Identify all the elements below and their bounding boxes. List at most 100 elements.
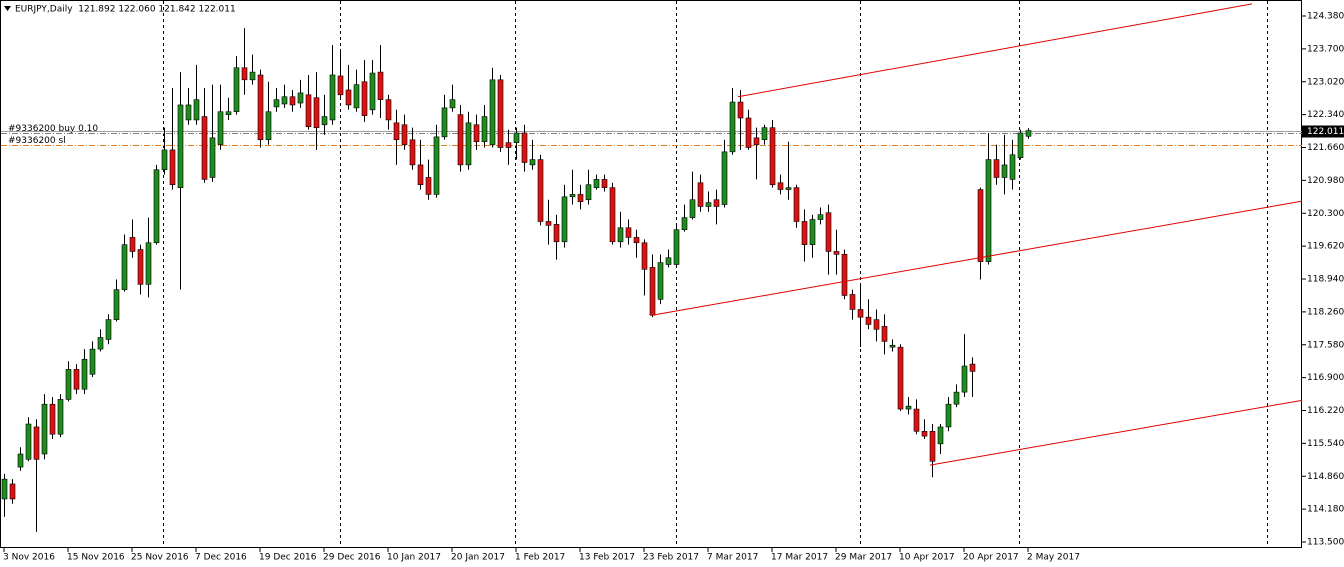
candle-body [705,202,712,207]
bid-label: 122.011 [1307,127,1344,137]
order-label: #9336200 sl [8,136,66,146]
x-tick-label: 2 May 2017 [1027,553,1080,563]
candle-body [921,430,928,437]
y-tick-label: 123.020 [1307,77,1344,87]
y-tick-label: 116.900 [1307,373,1344,383]
candle-body [201,116,208,180]
candle-body [649,267,656,316]
candle-body [369,72,376,111]
candle-body [833,251,840,255]
candle-body [33,426,40,460]
candle-body [257,74,264,141]
order-label: #9336200 buy 0.10 [8,124,98,134]
candle-body [89,348,96,375]
candle-body [441,107,448,138]
candle-body [849,294,856,310]
y-tick-label: 121.660 [1307,143,1344,153]
candle-body [169,149,176,186]
candle-body [313,97,320,128]
candle-body [249,71,256,81]
candle-body [129,237,136,252]
menu-triangle[interactable] [4,6,11,11]
candle-body [857,309,864,318]
candle-body [553,224,560,243]
candle-body [897,346,904,410]
candle-body [497,79,504,148]
y-tick-label: 118.260 [1307,307,1344,317]
candle-body [793,187,800,222]
candle-body [953,391,960,405]
candle-body [545,221,552,226]
candle-body [521,132,528,163]
candle-body [153,169,160,244]
candle-body [1025,130,1032,137]
candle-body [665,257,672,265]
x-tick-label: 13 Feb 2017 [579,553,635,563]
candle-body [337,75,344,96]
y-tick-label: 115.540 [1307,439,1344,449]
x-tick-label: 10 Apr 2017 [899,553,955,563]
candle-body [633,237,640,244]
candle-body [241,67,248,81]
y-tick-label: 119.620 [1307,242,1344,252]
candle-body [105,319,112,340]
candle-body [817,214,824,220]
candle-body [1017,132,1024,158]
y-tick-label: 114.180 [1307,505,1344,515]
candle-body [969,363,976,372]
candle-body [433,136,440,195]
candle-body [57,399,64,435]
candle-body [281,96,288,105]
candle-body [561,196,568,243]
candle-body [625,227,632,238]
candle-body [49,403,56,435]
candle-body [681,217,688,230]
candle-body [505,142,512,148]
candle-body [193,99,200,121]
candle-body [385,99,392,121]
candle-body [513,132,520,143]
candle-body [577,194,584,202]
candle-body [457,114,464,166]
y-tick-label: 117.580 [1307,340,1344,350]
candle-body [785,187,792,190]
candle-body [377,71,384,100]
candle-body [361,81,368,116]
candle-body [713,199,720,207]
candle-body [529,159,536,166]
candle-body [329,74,336,121]
candles [1,28,1032,532]
x-tick-label: 7 Mar 2017 [707,553,758,563]
y-tick-label: 113.500 [1307,538,1344,548]
candle-body [17,453,24,468]
candle-body [777,182,784,190]
candle-body [761,127,768,141]
candle-body [417,164,424,186]
candle-body [145,242,152,285]
candle-body [889,344,896,348]
candle-body [401,124,408,145]
candle-body [985,159,992,262]
candle-body [617,227,624,243]
candle-body [161,149,168,171]
candle-body [769,127,776,186]
candle-body [841,254,848,296]
candle-body [297,92,304,104]
candle-body [673,229,680,265]
candle-body [289,96,296,106]
x-tick-label: 7 Dec 2016 [195,553,247,563]
candle-body [929,430,936,462]
candle-body [121,244,128,290]
candle-body [537,159,544,222]
candle-body [425,177,432,195]
candle-body [97,337,104,350]
candle-body [1,478,8,500]
candle-body [961,365,968,393]
candle-body [481,116,488,143]
candle-body [873,319,880,330]
candle-body [1001,164,1008,178]
candle-body [609,187,616,243]
candle-body [945,403,952,428]
x-tick-label: 20 Jan 2017 [451,553,505,563]
candle-body [409,139,416,166]
